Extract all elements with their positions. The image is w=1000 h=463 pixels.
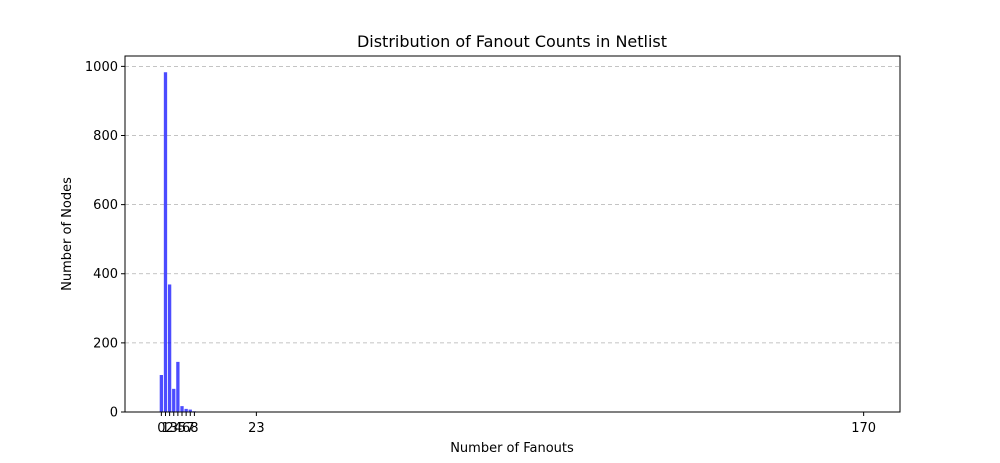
y-axis-ticks: 0 200 400 600 800 1000: [85, 60, 125, 421]
y-tick-label: 0: [110, 406, 118, 421]
bars: [159, 72, 866, 412]
x-tick-label: 7: [186, 421, 194, 436]
bar: [188, 409, 192, 412]
x-tick-label: 1: [161, 421, 169, 436]
plot-frame: [124, 55, 901, 413]
bar: [159, 375, 164, 412]
x-tick-label: 23: [248, 421, 265, 436]
gridlines: [125, 65, 900, 344]
bar: [172, 388, 176, 412]
bar: [167, 284, 172, 412]
x-tick-label: 4: [174, 421, 182, 436]
bar: [163, 72, 168, 412]
x-tick-label: 6: [182, 421, 190, 436]
x-tick-label: 8: [190, 421, 198, 436]
y-axis-label: Number of Nodes: [60, 177, 75, 291]
bar: [184, 408, 188, 412]
y-tick-label: 400: [93, 267, 118, 282]
x-tick-label: 5: [178, 421, 186, 436]
x-axis-label: Number of Fanouts: [450, 441, 574, 456]
y-tick-label: 200: [93, 336, 118, 351]
chart-title: Distribution of Fanout Counts in Netlist: [357, 32, 667, 51]
bar: [176, 361, 180, 412]
y-tick-label: 1000: [85, 60, 118, 75]
x-tick-label: 3: [170, 421, 178, 436]
x-tick-label: 2: [165, 421, 173, 436]
y-tick-label: 600: [93, 198, 118, 213]
x-tick-label: 170: [851, 421, 876, 436]
bar: [180, 406, 184, 412]
x-tick-label: 0: [157, 421, 165, 436]
y-tick-label: 800: [93, 129, 118, 144]
